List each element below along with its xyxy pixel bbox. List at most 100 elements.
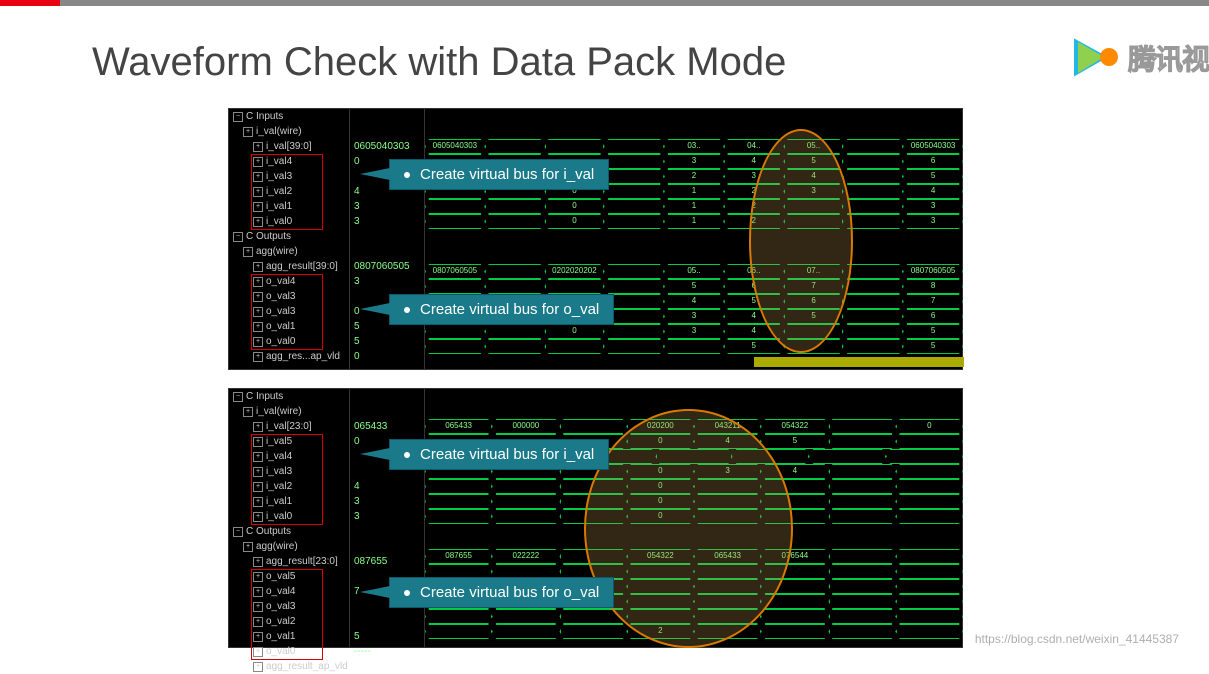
wave-segment[interactable] xyxy=(485,214,545,229)
expand-icon[interactable]: + xyxy=(253,142,263,152)
wave-segment[interactable]: 5 xyxy=(903,324,963,339)
wave-segment[interactable] xyxy=(604,184,664,199)
wave-segment[interactable]: 0202020202 xyxy=(545,264,605,279)
wave-segment[interactable] xyxy=(843,139,903,154)
wave-segment[interactable]: 1 xyxy=(664,199,724,214)
wave-segment[interactable] xyxy=(485,139,545,154)
tree-row-i-val4[interactable]: +i_val4 xyxy=(229,154,349,169)
expand-icon[interactable]: + xyxy=(243,407,253,417)
wave-segment[interactable]: 0605040303 xyxy=(425,139,485,154)
wave-segment[interactable]: 0 xyxy=(545,214,605,229)
expand-icon[interactable]: + xyxy=(253,172,263,182)
expand-icon[interactable]: + xyxy=(253,512,263,522)
wave-segment[interactable] xyxy=(896,494,963,509)
wave-segment[interactable] xyxy=(843,154,903,169)
wave-segment[interactable] xyxy=(896,434,963,449)
tree-row-o-val0[interactable]: +o_val0 xyxy=(229,334,349,349)
wave-segment[interactable] xyxy=(545,139,605,154)
tree-row-o-val0[interactable]: +o_val0 xyxy=(229,644,349,659)
tree-row-o-val2[interactable]: +o_val2 xyxy=(229,614,349,629)
tree-row-o-val3[interactable]: +o_val3 xyxy=(229,289,349,304)
tree-row-i-val4[interactable]: +i_val4 xyxy=(229,449,349,464)
wave-segment[interactable] xyxy=(843,324,903,339)
expand-icon[interactable]: + xyxy=(253,307,263,317)
tree-row-o-val1[interactable]: +o_val1 xyxy=(229,629,349,644)
tree-row-i-val5[interactable]: +i_val5 xyxy=(229,434,349,449)
wave-segment[interactable] xyxy=(896,579,963,594)
expand-icon[interactable]: + xyxy=(253,452,263,462)
wave-segment[interactable] xyxy=(896,549,963,564)
expand-icon[interactable]: + xyxy=(253,617,263,627)
tree-row-i-val-39-0-[interactable]: +i_val[39:0] xyxy=(229,139,349,154)
wave-segment[interactable] xyxy=(829,549,896,564)
wave-segment[interactable] xyxy=(886,449,963,464)
wave-segment[interactable] xyxy=(604,169,664,184)
expand-icon[interactable]: + xyxy=(253,587,263,597)
tree-row-i-val0[interactable]: +i_val0 xyxy=(229,214,349,229)
expand-icon[interactable]: + xyxy=(253,202,263,212)
wave-segment[interactable] xyxy=(485,279,545,294)
wave-segment[interactable]: 3 xyxy=(664,154,724,169)
expand-icon[interactable]: + xyxy=(253,292,263,302)
expand-icon[interactable]: + xyxy=(253,572,263,582)
wave-segment[interactable] xyxy=(829,419,896,434)
tree-row-i-val1[interactable]: +i_val1 xyxy=(229,199,349,214)
tree-row-o-val3[interactable]: +o_val3 xyxy=(229,304,349,319)
wave-segment[interactable] xyxy=(604,154,664,169)
wave-segment[interactable]: 5 xyxy=(761,434,828,449)
wave-area-1[interactable]: 060504030303..04..05..060504030334562345… xyxy=(424,109,962,369)
wave-segment[interactable]: 5 xyxy=(903,169,963,184)
wave-segment[interactable] xyxy=(425,214,485,229)
wave-segment[interactable]: 5 xyxy=(903,339,963,354)
wave-segment[interactable] xyxy=(809,449,886,464)
wave-segment[interactable] xyxy=(492,624,559,639)
wave-segment[interactable] xyxy=(425,279,485,294)
wave-segment[interactable] xyxy=(425,609,492,624)
wave-segment[interactable]: 4 xyxy=(664,294,724,309)
wave-segment[interactable]: 7 xyxy=(903,294,963,309)
wave-segment[interactable]: 0 xyxy=(896,419,963,434)
wave-segment[interactable] xyxy=(604,279,664,294)
wave-segment[interactable] xyxy=(829,564,896,579)
wave-segment[interactable] xyxy=(425,479,492,494)
tree-row-i-val0[interactable]: +i_val0 xyxy=(229,509,349,524)
expand-icon[interactable]: + xyxy=(253,157,263,167)
wave-segment[interactable] xyxy=(425,339,485,354)
expand-icon[interactable]: + xyxy=(243,127,253,137)
expand-icon[interactable]: + xyxy=(253,662,263,672)
tree-row-i-val2[interactable]: +i_val2 xyxy=(229,184,349,199)
wave-segment[interactable]: 000000 xyxy=(492,419,559,434)
wave-segment[interactable] xyxy=(425,624,492,639)
wave-segment[interactable] xyxy=(843,279,903,294)
expand-icon[interactable]: + xyxy=(253,337,263,347)
wave-segment[interactable] xyxy=(896,464,963,479)
wave-segment[interactable]: 0807060505 xyxy=(903,264,963,279)
wave-segment[interactable] xyxy=(896,509,963,524)
wave-segment[interactable]: 054322 xyxy=(761,419,828,434)
wave-segment[interactable]: 0 xyxy=(545,324,605,339)
wave-segment[interactable] xyxy=(560,419,627,434)
wave-segment[interactable]: 1 xyxy=(664,214,724,229)
wave-segment[interactable]: 3 xyxy=(664,309,724,324)
wave-segment[interactable] xyxy=(843,184,903,199)
wave-segment[interactable]: 3 xyxy=(903,199,963,214)
tree-row-i-val-wire-[interactable]: +i_val(wire) xyxy=(229,404,349,419)
wave-segment[interactable]: 5 xyxy=(724,339,784,354)
wave-segment[interactable]: 6 xyxy=(903,154,963,169)
tree-row-i-val3[interactable]: +i_val3 xyxy=(229,464,349,479)
wave-segment[interactable] xyxy=(843,294,903,309)
wave-segment[interactable] xyxy=(829,479,896,494)
wave-segment[interactable] xyxy=(843,169,903,184)
wave-segment[interactable]: 1 xyxy=(664,184,724,199)
wave-segment[interactable] xyxy=(604,214,664,229)
expand-icon[interactable]: + xyxy=(253,187,263,197)
wave-segment[interactable] xyxy=(829,579,896,594)
wave-segment[interactable] xyxy=(492,509,559,524)
wave-segment[interactable]: 8 xyxy=(903,279,963,294)
wave-segment[interactable] xyxy=(761,624,828,639)
tree-row-o-val1[interactable]: +o_val1 xyxy=(229,319,349,334)
wave-segment[interactable] xyxy=(492,609,559,624)
wave-segment[interactable] xyxy=(604,199,664,214)
wave-segment[interactable] xyxy=(829,594,896,609)
wave-segment[interactable]: 065433 xyxy=(425,419,492,434)
